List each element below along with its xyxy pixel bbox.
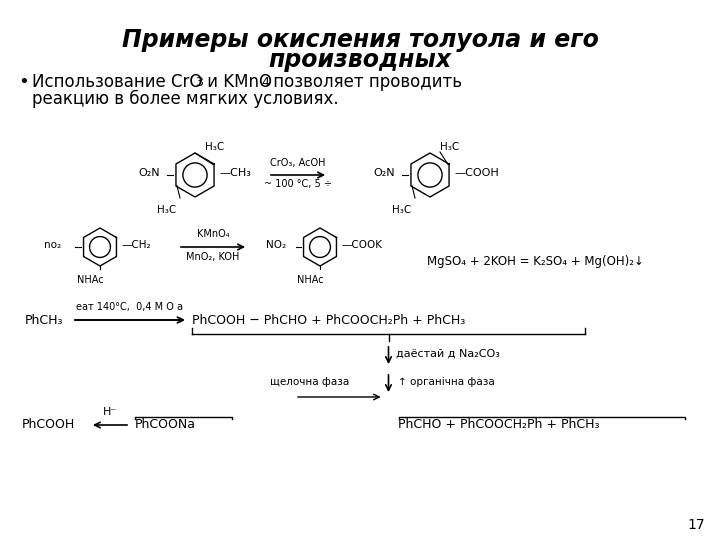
Text: MnO₂, KOH: MnO₂, KOH bbox=[186, 252, 240, 262]
Text: —CH₂: —CH₂ bbox=[121, 240, 150, 250]
Text: Примеры окисления толуола и его: Примеры окисления толуола и его bbox=[122, 28, 598, 52]
Text: —COOH: —COOH bbox=[454, 168, 499, 178]
Text: 3: 3 bbox=[195, 76, 203, 89]
Text: PhCOOH − PhCHO + PhCOOCH₂Ph + PhCH₃: PhCOOH − PhCHO + PhCOOCH₂Ph + PhCH₃ bbox=[192, 314, 465, 327]
Text: no₂: no₂ bbox=[44, 240, 61, 250]
Text: CrO₃, AcOH: CrO₃, AcOH bbox=[270, 158, 325, 168]
Text: H₃C: H₃C bbox=[440, 142, 459, 152]
Text: Использование CrO: Использование CrO bbox=[32, 73, 202, 91]
Text: PhCOONa: PhCOONa bbox=[135, 418, 196, 431]
Text: даёстай д Na₂CO₃: даёстай д Na₂CO₃ bbox=[397, 349, 500, 359]
Text: H₃C: H₃C bbox=[158, 205, 176, 215]
Text: —CH₃: —CH₃ bbox=[219, 168, 251, 178]
Text: еат 140°С,  0,4 М О а: еат 140°С, 0,4 М О а bbox=[76, 302, 184, 312]
Text: O₂N: O₂N bbox=[373, 168, 395, 178]
Text: H⁻: H⁻ bbox=[103, 407, 117, 417]
Text: O₂N: O₂N bbox=[138, 168, 160, 178]
Text: 4: 4 bbox=[261, 76, 269, 89]
Text: PhCOOH: PhCOOH bbox=[22, 418, 76, 431]
Text: NHAc: NHAc bbox=[297, 275, 323, 285]
Text: позволяет проводить: позволяет проводить bbox=[268, 73, 462, 91]
Text: производных: производных bbox=[269, 48, 451, 72]
Text: H₃C: H₃C bbox=[205, 142, 224, 152]
Text: •: • bbox=[18, 73, 29, 91]
Text: и KMnO: и KMnO bbox=[202, 73, 272, 91]
Text: —COOK: —COOK bbox=[341, 240, 382, 250]
Text: щелочна фаза: щелочна фаза bbox=[271, 377, 350, 387]
Text: ↑ органічна фаза: ↑ органічна фаза bbox=[398, 377, 495, 387]
Text: PhCHO + PhCOOCH₂Ph + PhCH₃: PhCHO + PhCOOCH₂Ph + PhCH₃ bbox=[398, 418, 600, 431]
Text: KMnO₄: KMnO₄ bbox=[197, 229, 229, 239]
Text: NHAc: NHAc bbox=[77, 275, 103, 285]
Text: 17: 17 bbox=[688, 518, 705, 532]
Text: NO₂: NO₂ bbox=[266, 240, 286, 250]
Text: MgSO₄ + 2KOH = K₂SO₄ + Mg(OH)₂↓: MgSO₄ + 2KOH = K₂SO₄ + Mg(OH)₂↓ bbox=[426, 255, 644, 268]
Text: PhCH₃: PhCH₃ bbox=[25, 314, 63, 327]
Text: H₃C: H₃C bbox=[392, 205, 412, 215]
Text: реакцию в более мягких условиях.: реакцию в более мягких условиях. bbox=[32, 90, 338, 108]
Text: ~ 100 °C, 5 ÷: ~ 100 °C, 5 ÷ bbox=[264, 179, 332, 189]
